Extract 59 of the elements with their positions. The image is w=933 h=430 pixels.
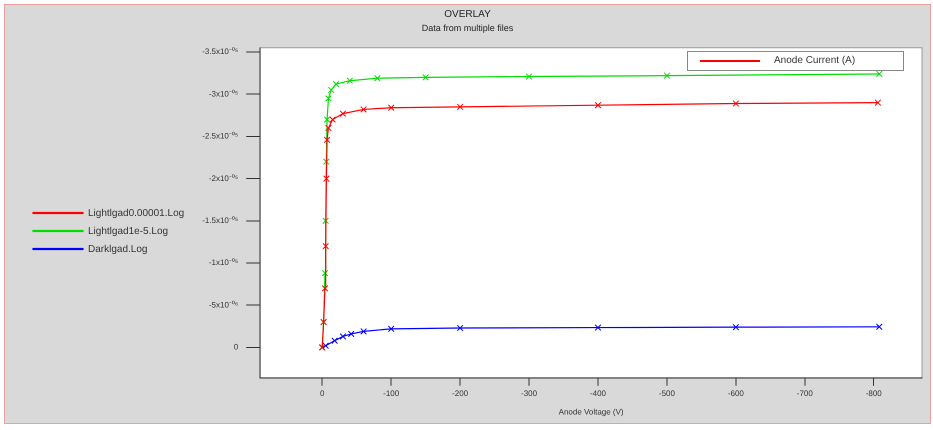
legend-label: Lightlgad0.00001.Log <box>88 208 184 219</box>
chart-title: OVERLAY <box>443 9 492 20</box>
point <box>322 270 328 276</box>
y-tick-label: -1.5x10⁻⁰⁵ <box>202 216 238 226</box>
y-tick-label: 0 <box>234 342 239 352</box>
point <box>388 326 395 332</box>
point <box>332 80 340 88</box>
x-tick-label: 0 <box>320 388 326 398</box>
x-tick-label: -300 <box>521 388 538 398</box>
y-axis-title: Anode Current (A) <box>774 55 856 66</box>
point <box>422 74 429 81</box>
point <box>732 324 740 330</box>
point <box>325 124 332 132</box>
point <box>456 104 464 110</box>
point <box>876 323 883 330</box>
point <box>329 116 336 123</box>
point <box>323 175 330 182</box>
x-tick-label: -500 <box>658 388 676 398</box>
point <box>323 158 330 166</box>
point <box>322 285 328 292</box>
point <box>340 333 346 340</box>
point <box>664 72 670 79</box>
point <box>388 104 395 112</box>
point <box>346 77 354 84</box>
y-tick-label: -5x10⁻⁰⁶ <box>208 300 238 310</box>
x-axis-title: Anode Voltage (V) <box>558 407 624 416</box>
y-tick-label: -2x10⁻⁰⁵ <box>208 174 238 183</box>
x-tick-label: -700 <box>796 388 814 398</box>
x-tick-label: -200 <box>452 388 469 398</box>
legend-label: Lightlgad1e-5.Log <box>88 226 168 237</box>
point <box>526 73 532 80</box>
point <box>360 328 367 335</box>
y-tick-label: -3.5x10⁻⁰⁵ <box>202 47 238 56</box>
y-tick-label: -1x10⁻⁰⁵ <box>208 258 238 268</box>
x-tick-label: -100 <box>383 388 400 398</box>
point <box>374 74 381 82</box>
y-tick-label: -2.5x10⁻⁰⁵ <box>202 132 238 141</box>
point <box>322 242 330 250</box>
x-tick-label: -400 <box>590 388 607 398</box>
point <box>348 330 355 338</box>
point <box>331 337 338 344</box>
point <box>874 99 882 106</box>
point <box>328 86 335 94</box>
point <box>876 70 883 78</box>
x-tick-label: -800 <box>866 388 882 398</box>
point <box>594 324 602 331</box>
legend-label: Darklgad.Log <box>88 244 148 255</box>
point <box>322 217 330 224</box>
point <box>456 324 464 332</box>
point <box>360 106 367 113</box>
y-tick-label: -3x10⁻⁰⁵ <box>208 89 238 98</box>
point <box>324 136 330 144</box>
point <box>325 95 332 102</box>
x-tick-label: -600 <box>728 388 744 398</box>
point <box>340 110 346 117</box>
chart-subtitle: Data from multiple files <box>420 23 514 33</box>
point <box>732 100 740 107</box>
point <box>324 116 330 123</box>
point <box>594 102 602 109</box>
